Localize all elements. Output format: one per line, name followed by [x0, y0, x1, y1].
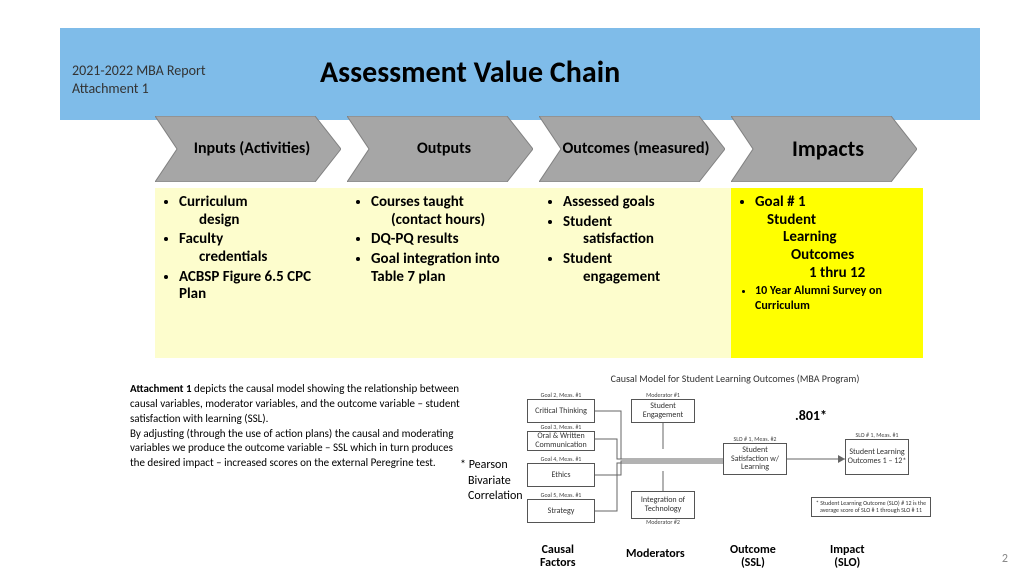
axis-outcome: Outcome(SSL): [730, 544, 776, 570]
page-number: 2: [1002, 552, 1008, 566]
axis-causal: CausalFactors: [540, 544, 576, 570]
list-item: Studentsatisfaction: [563, 214, 723, 249]
list-item: Goal integration into Table 7 plan: [371, 251, 531, 286]
chevron-inputs: Inputs (Activities): [155, 116, 341, 182]
diagram-area: Goal 2, Meas. #1 Critical Thinking Goal …: [525, 389, 945, 549]
description-text: Attachment 1 depicts the causal model sh…: [130, 382, 460, 471]
axis-impact: Impact(SLO): [830, 544, 865, 570]
list-item: Studentengagement: [563, 251, 723, 286]
chevron-impacts: Impacts: [731, 116, 917, 182]
report-line2: Attachment 1: [72, 80, 149, 97]
node-engagement: Moderator #1 Student Engagement: [631, 399, 695, 423]
page-title: Assessment Value Chain: [320, 54, 620, 91]
node-critical: Goal 2, Meas. #1 Critical Thinking: [527, 399, 595, 423]
col-inputs: Curriculumdesign Facultycredentials ACBS…: [155, 188, 347, 358]
list-item: Goal # 1 Student Learning Outcomes 1 thr…: [755, 194, 915, 282]
chevron-label-outcomes: Outcomes (measured): [540, 140, 723, 158]
list-item: Facultycredentials: [179, 231, 339, 266]
list-item: ACBSP Figure 6.5 CPC Plan: [179, 269, 339, 304]
coefficient: .801*: [795, 407, 827, 424]
col-impacts: Goal # 1 Student Learning Outcomes 1 thr…: [731, 188, 923, 358]
node-ssl: SLO # 1, Meas. #2 Student Satisfaction w…: [723, 443, 787, 475]
node-integration: Integration of Technology Moderator #2: [631, 491, 695, 519]
node-oral: Goal 3, Meas. #1 Oral & Written Communic…: [527, 431, 595, 451]
list-item: 10 Year Alumni Survey on Curriculum: [755, 284, 915, 312]
header-subtitle: 2021-2022 MBA Report Attachment 1: [72, 62, 206, 98]
causal-title: Causal Model for Student Learning Outcom…: [525, 372, 945, 385]
list-item: DQ-PQ results: [371, 231, 531, 249]
pearson-note: * Pearson Bivariate Correlation: [460, 458, 523, 505]
node-ethics: Goal 4, Meas. #1 Ethics: [527, 463, 595, 487]
chevron-row: Inputs (Activities) Outputs Outcomes (me…: [155, 116, 917, 182]
causal-footnote: * Student Learning Outcome (SLO) # 12 is…: [811, 497, 931, 517]
col-outputs: Courses taught(contact hours) DQ-PQ resu…: [347, 188, 539, 358]
content-row: Curriculumdesign Facultycredentials ACBS…: [155, 188, 923, 358]
header-band: 2021-2022 MBA Report Attachment 1 Assess…: [60, 28, 980, 120]
chevron-label-impacts: Impacts: [770, 136, 878, 161]
list-item: Assessed goals: [563, 194, 723, 212]
axis-moderators: Moderators: [626, 548, 685, 561]
list-item: Curriculumdesign: [179, 194, 339, 229]
causal-diagram: Causal Model for Student Learning Outcom…: [525, 372, 945, 549]
chevron-label-inputs: Inputs (Activities): [172, 140, 325, 158]
desc-p2: By adjusting (through the use of action …: [130, 427, 453, 470]
chevron-label-outputs: Outputs: [395, 140, 485, 158]
node-slo: SLO # 1, Meas. #1 Student Learning Outco…: [845, 439, 909, 475]
list-item: Courses taught(contact hours): [371, 194, 531, 229]
node-strategy: Goal 5, Meas. #1 Strategy: [527, 499, 595, 523]
chevron-outputs: Outputs: [347, 116, 533, 182]
col-outcomes: Assessed goals Studentsatisfaction Stude…: [539, 188, 731, 358]
report-line1: 2021-2022 MBA Report: [72, 62, 206, 79]
chevron-outcomes: Outcomes (measured): [539, 116, 725, 182]
desc-lead: Attachment 1: [130, 382, 192, 395]
